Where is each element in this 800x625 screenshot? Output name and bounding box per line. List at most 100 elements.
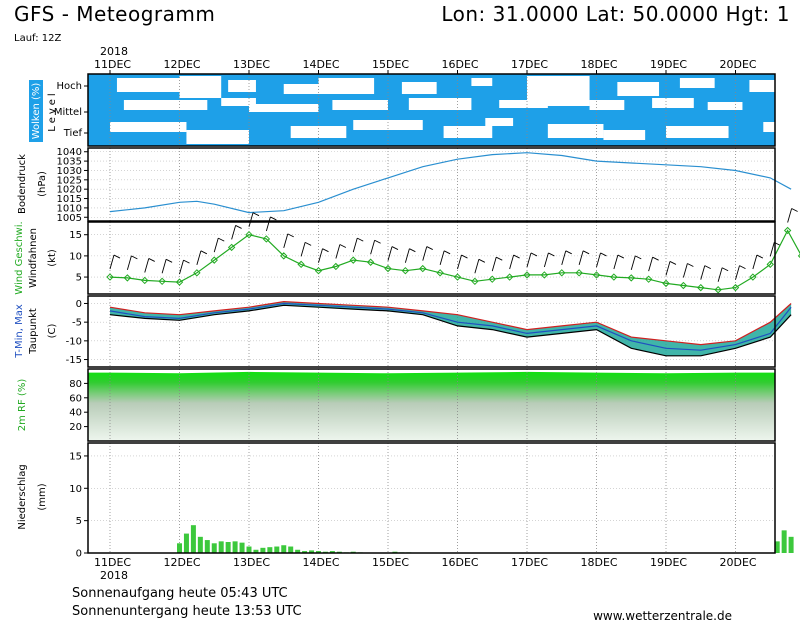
wind-barb xyxy=(596,252,601,268)
precip-bar xyxy=(267,547,273,553)
y-tick-label: -15 xyxy=(66,355,82,366)
wind-barb xyxy=(318,248,323,263)
y-tick-label: -5 xyxy=(72,318,82,329)
wind-barb xyxy=(387,246,393,261)
wind-barb-flag xyxy=(617,254,625,259)
wind-speed-point xyxy=(697,283,705,292)
precip-bar xyxy=(302,551,308,553)
wind-barb-flag xyxy=(496,256,503,261)
run-label: Lauf: 12Z xyxy=(14,33,62,44)
panel-ysublabel-temperature: Taupunkt xyxy=(28,308,39,355)
wind-barb xyxy=(126,255,132,271)
x-tick-label-top: 14DEC xyxy=(303,58,340,71)
panel-ysublabel-pressure: (hPa) xyxy=(37,171,48,197)
wind-barb-flag xyxy=(252,212,260,217)
wind-barb-flag xyxy=(322,248,329,253)
pressure-line xyxy=(109,152,792,214)
panel-frame xyxy=(87,221,776,295)
panel-ylabel-clouds: Wolken (%) xyxy=(31,83,42,140)
y-tick-label: 60 xyxy=(69,393,82,404)
wind-barb xyxy=(196,250,202,265)
cloud-level-label: Hoch xyxy=(57,81,82,92)
y-tick-label: 1040 xyxy=(57,147,82,158)
y-tick-label: 80 xyxy=(69,379,82,390)
cloud-gap xyxy=(186,130,249,144)
wind-barb xyxy=(543,252,549,268)
wind-speed-point xyxy=(436,269,444,277)
panel-yunit-temperature: (C) xyxy=(47,324,58,339)
wind-barb xyxy=(509,254,515,270)
wind-barb xyxy=(630,255,636,271)
humidity-area xyxy=(88,371,792,441)
panel-yunit-wind: (kt) xyxy=(47,249,58,267)
wind-speed-point xyxy=(453,273,462,281)
sunrise-text: Sonnenaufgang heute 05:43 UTC xyxy=(72,586,288,601)
precip-bar xyxy=(281,545,287,553)
wind-barb-flag xyxy=(669,261,677,265)
panel-ysublabel-clouds: Level xyxy=(47,90,58,131)
panel-ylabel-temperature: T-Min, Max xyxy=(14,304,25,359)
cloud-gap xyxy=(179,76,222,98)
x-tick-label-top: 16DEC xyxy=(442,58,479,71)
wind-speed-point xyxy=(558,269,566,277)
wind-barb-flag xyxy=(113,254,121,259)
wind-barb xyxy=(265,216,271,232)
cloud-gap xyxy=(603,130,646,140)
wind-speed-point xyxy=(749,273,757,281)
precip-bar xyxy=(295,549,301,553)
tmin-line xyxy=(109,302,792,351)
wind-speed-point xyxy=(523,271,531,279)
wind-barb-flag xyxy=(600,252,607,257)
panel-ysublabel-precipitation: (mm) xyxy=(37,483,48,510)
cloud-gap xyxy=(499,100,548,108)
x-tick-label-top: 11DEC xyxy=(94,58,131,71)
precip-bar xyxy=(177,543,182,553)
wind-barb-flag xyxy=(218,237,225,242)
precip-bar xyxy=(309,550,315,553)
precip-bar xyxy=(288,546,294,553)
wind-barb-flag xyxy=(565,250,572,255)
panel-ylabel-humidity: 2m RF (%) xyxy=(17,379,28,432)
wind-speed-point xyxy=(141,276,149,285)
x-tick-label-bottom: 13DEC xyxy=(233,556,270,569)
wind-speed-point xyxy=(366,258,375,266)
wind-barb xyxy=(109,254,115,270)
wind-speed-point xyxy=(280,252,288,260)
cloud-gap xyxy=(116,78,180,92)
wind-barb-flag xyxy=(270,216,277,221)
cloud-level-label: Tief xyxy=(63,128,83,139)
wind-speed-point xyxy=(227,243,236,252)
wind-barb xyxy=(248,212,254,227)
wind-barb xyxy=(335,244,341,259)
wind-barb-flag xyxy=(235,225,242,229)
cloud-gap xyxy=(679,78,715,88)
wind-speed-point xyxy=(592,271,601,279)
cloud-gap xyxy=(749,80,778,92)
wind-speed-point xyxy=(662,279,670,288)
precip-bar xyxy=(190,525,196,553)
wind-speed-point xyxy=(349,256,357,264)
wind-barb-flag xyxy=(374,239,381,244)
y-tick-label: 15 xyxy=(69,230,82,241)
year-label-bottom: 2018 xyxy=(100,569,128,582)
panel-ylabel-wind: Wind Geschwi. xyxy=(14,221,25,294)
wind-barb-flag xyxy=(687,263,694,267)
wind-barb-flag xyxy=(165,258,173,263)
cloud-gap xyxy=(617,82,660,96)
wind-speed-line xyxy=(109,229,800,291)
y-tick-label: 1015 xyxy=(57,194,82,205)
wind-barb xyxy=(231,225,237,240)
wind-speed-point xyxy=(731,283,740,292)
x-tick-label-bottom: 14DEC xyxy=(303,556,340,569)
credit-text: www.wetterzentrale.de xyxy=(593,609,732,623)
wind-speed-point xyxy=(471,277,479,286)
wind-barb xyxy=(213,237,219,253)
x-tick-label-bottom: 18DEC xyxy=(581,556,618,569)
cloud-gap xyxy=(652,98,694,108)
wind-barb-flag xyxy=(426,246,433,250)
wind-speed-point xyxy=(644,275,653,283)
page-title: GFS - Meteogramm xyxy=(14,2,216,26)
wind-barb xyxy=(682,263,688,278)
precip-bar xyxy=(211,543,217,553)
wind-speed-point xyxy=(610,273,618,281)
